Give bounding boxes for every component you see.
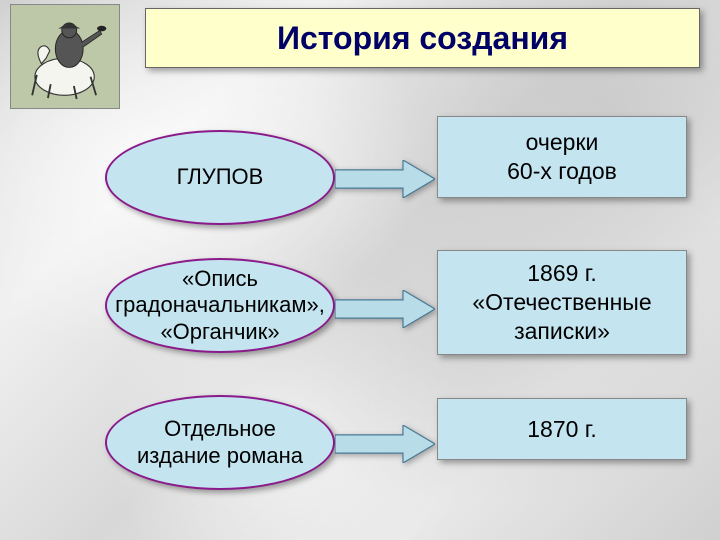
rect-text: 1869 г. «Отечественные записки» — [450, 259, 674, 345]
corner-illustration — [10, 4, 120, 109]
arrow-icon — [335, 425, 435, 463]
rect-ocherki: очерки 60-х годов — [437, 116, 687, 198]
ellipse-text: «Опись градоначальникам», «Органчик» — [115, 266, 325, 345]
ellipse-text: ГЛУПОВ — [177, 164, 264, 190]
rect-1869: 1869 г. «Отечественные записки» — [437, 250, 687, 355]
rider-icon — [16, 10, 113, 103]
arrow-icon — [335, 160, 435, 198]
rect-1870: 1870 г. — [437, 398, 687, 460]
rect-text: 1870 г. — [527, 415, 597, 444]
ellipse-opis: «Опись градоначальникам», «Органчик» — [105, 258, 335, 353]
ellipse-text: Отдельное издание романа — [131, 416, 309, 469]
ellipse-glupov: ГЛУПОВ — [105, 130, 335, 225]
rect-text: очерки 60-х годов — [507, 128, 617, 186]
page-title: История создания — [145, 8, 700, 68]
arrow-icon — [335, 290, 435, 328]
ellipse-izdanie: Отдельное издание романа — [105, 395, 335, 490]
title-text: История создания — [277, 20, 568, 57]
